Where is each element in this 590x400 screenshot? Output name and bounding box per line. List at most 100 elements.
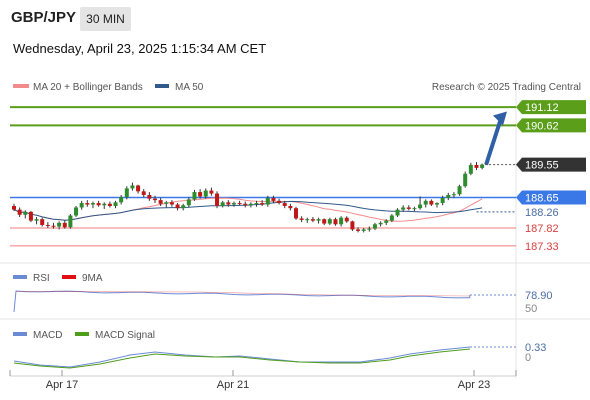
candle-body (215, 193, 220, 206)
chart-datetime: Wednesday, April 23, 2025 1:15:34 AM CET (13, 41, 267, 56)
candle-body (429, 200, 434, 205)
candle-body (175, 204, 180, 209)
candle-body (339, 217, 344, 225)
candle-body (119, 197, 124, 203)
candle-body (147, 194, 152, 199)
current-price-label: 189.55 (525, 160, 559, 172)
candle-body (457, 186, 462, 195)
ma50-legend-swatch (155, 84, 169, 88)
candle-body (113, 202, 118, 206)
candle-body (181, 205, 186, 209)
resistance-price-tag (516, 100, 586, 115)
support-price-label: 187.82 (525, 223, 559, 235)
candle-body (395, 209, 400, 216)
candle-body (451, 194, 456, 196)
current-price-tag (516, 157, 586, 172)
candle-body (130, 185, 135, 189)
candle-body (40, 219, 45, 226)
candle-body (243, 203, 248, 206)
candle-body (350, 221, 355, 230)
resistance-price-tag (516, 118, 586, 133)
candle-body (153, 198, 157, 201)
candle-body (299, 218, 304, 220)
candle-body (463, 173, 468, 187)
rsi-ma-legend-label: 9MA (82, 273, 103, 284)
rsi-legend-label: RSI (33, 273, 50, 284)
macd-signal-legend-swatch (75, 332, 89, 336)
symbol-title: GBP/JPY (11, 9, 77, 26)
candle-body (23, 211, 28, 215)
target-arrow (484, 111, 507, 166)
candle-body (85, 203, 90, 205)
candle-body (446, 194, 451, 198)
candle-body (372, 224, 377, 229)
rsi-ma-legend-swatch (62, 275, 76, 279)
macd-legend-swatch (13, 332, 27, 336)
candle-body (310, 219, 315, 221)
candle-body (468, 164, 473, 174)
target-arrow-shaft (484, 117, 503, 166)
candle-body (480, 164, 485, 168)
pivot-price-label: 188.65 (525, 193, 559, 205)
candle-body (265, 197, 270, 205)
ma-price-label: 188.26 (525, 207, 559, 219)
candle-body (361, 229, 366, 231)
rsi-line (13, 290, 471, 313)
candle-body (90, 203, 95, 205)
candle-body (231, 203, 236, 205)
ma50-line (13, 200, 483, 221)
candle-body (254, 203, 259, 205)
candle-body (169, 202, 174, 205)
candle-body (344, 217, 349, 222)
candle-body (305, 219, 310, 221)
candle-body (440, 197, 445, 204)
candle-body (282, 203, 287, 206)
candle-body (356, 229, 361, 231)
candle-body (57, 222, 62, 227)
x-tick-label: Apr 23 (458, 379, 490, 391)
macd-legend-label: MACD (33, 330, 62, 341)
rsi-value-label: 78.90 (525, 290, 553, 302)
candle-body (68, 215, 73, 228)
candle-body (435, 203, 439, 205)
candle-body (28, 211, 33, 221)
candle-body (384, 220, 389, 223)
candle-body (378, 222, 383, 225)
candle-body (17, 209, 22, 215)
candle-body (198, 192, 203, 197)
candle-body (209, 190, 214, 194)
candle-body (12, 205, 16, 210)
rsi-mid-label: 50 (525, 303, 537, 315)
macd-signal-line (13, 348, 471, 369)
candle-body (423, 200, 428, 205)
candle-body (141, 191, 146, 195)
candle-body (294, 208, 298, 219)
candle-body (192, 192, 197, 200)
candle-body (389, 215, 394, 221)
candle-body (333, 219, 338, 225)
candle-body (277, 200, 282, 204)
candle-body (158, 200, 163, 204)
ma20-legend-label: MA 20 + Bollinger Bands (33, 82, 143, 93)
support-price-label: 187.33 (525, 241, 559, 253)
candle-body (136, 185, 141, 192)
timeframe-badge[interactable]: 30 MIN (80, 7, 131, 31)
candle-body (248, 203, 253, 206)
candle-body (74, 207, 79, 216)
candle-body (288, 205, 293, 209)
x-tick-label: Apr 21 (217, 379, 249, 391)
candle-body (367, 228, 372, 230)
candle-body (79, 203, 84, 208)
credit-text: Research © 2025 Trading Central (432, 82, 581, 93)
candle-body (401, 207, 406, 210)
candle-body (474, 164, 479, 168)
rsi-legend-swatch (13, 275, 27, 279)
target-arrow-head (493, 111, 507, 126)
rsi-ma-line (15, 291, 471, 297)
candle-body (418, 204, 423, 209)
candle-body (102, 203, 107, 206)
resistance-price-label: 190.62 (525, 120, 559, 132)
candle-body (203, 190, 208, 197)
candle-body (45, 225, 50, 227)
